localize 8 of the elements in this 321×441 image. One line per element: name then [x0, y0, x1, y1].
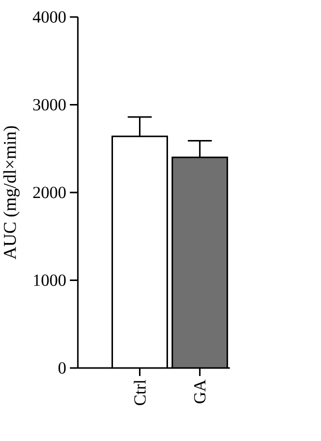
y-tick-label: 3000	[33, 99, 66, 110]
y-tick-label: 4000	[32, 11, 66, 23]
y-tick-label: 2000	[33, 186, 66, 198]
y-tick-label: 0	[58, 362, 66, 374]
x-tick-label: GA	[194, 380, 206, 404]
y-tick-label: 1000	[34, 274, 66, 286]
y-axis-title: AUC (mg/dl×min)	[3, 126, 20, 260]
x-tick-label: Ctrl	[134, 380, 146, 406]
